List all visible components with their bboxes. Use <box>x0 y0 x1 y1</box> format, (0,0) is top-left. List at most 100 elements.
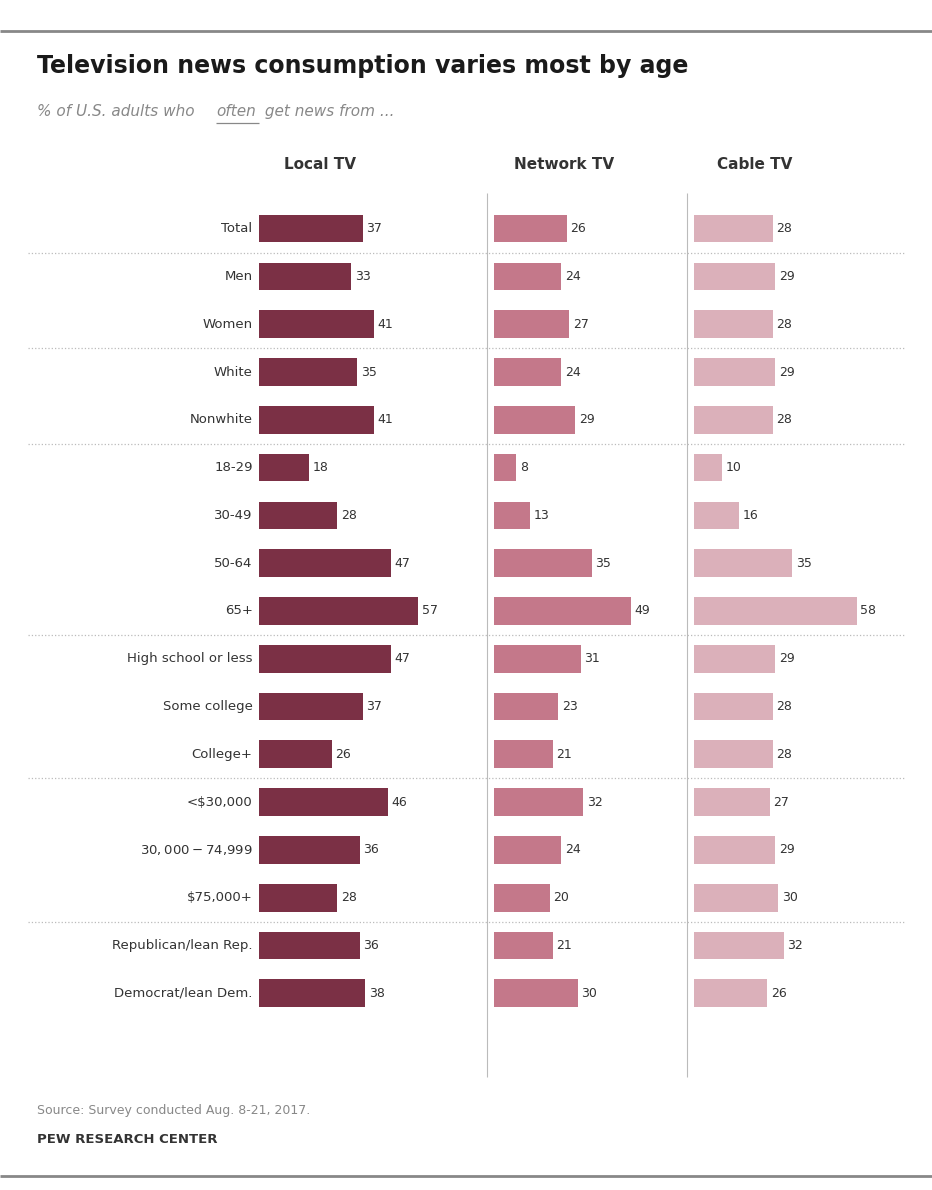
Text: 38: 38 <box>369 987 385 1000</box>
Bar <box>494 453 516 482</box>
Text: Men: Men <box>225 270 253 283</box>
Text: 32: 32 <box>587 796 603 809</box>
Text: 29: 29 <box>579 413 595 426</box>
Text: Republican/lean Rep.: Republican/lean Rep. <box>112 939 253 952</box>
Text: 26: 26 <box>336 747 351 760</box>
Bar <box>494 263 561 290</box>
Text: $75,000+: $75,000+ <box>186 891 253 904</box>
Text: 58: 58 <box>860 605 876 618</box>
Bar <box>259 453 309 482</box>
Text: 28: 28 <box>776 413 792 426</box>
Text: 30: 30 <box>782 891 798 904</box>
Text: 29: 29 <box>779 844 795 857</box>
Text: Network TV: Network TV <box>514 157 614 173</box>
Text: 21: 21 <box>556 939 572 952</box>
Text: 49: 49 <box>635 605 651 618</box>
Text: 27: 27 <box>573 318 589 331</box>
Text: 47: 47 <box>394 652 410 665</box>
Bar <box>694 214 773 243</box>
Bar <box>694 501 739 530</box>
Text: 27: 27 <box>774 796 789 809</box>
Bar <box>694 884 778 912</box>
Text: 21: 21 <box>556 747 572 760</box>
Text: 8: 8 <box>520 461 528 474</box>
Text: often: often <box>216 104 256 119</box>
Text: 46: 46 <box>391 796 407 809</box>
Bar <box>259 932 360 959</box>
Text: Local TV: Local TV <box>283 157 356 173</box>
Bar <box>259 979 365 1007</box>
Text: Television news consumption varies most by age: Television news consumption varies most … <box>37 54 689 77</box>
Text: 28: 28 <box>341 509 357 522</box>
Bar <box>494 645 581 672</box>
Text: 23: 23 <box>562 700 578 713</box>
Bar <box>494 979 578 1007</box>
Bar <box>494 837 561 864</box>
Bar <box>259 406 374 433</box>
Bar <box>259 740 332 769</box>
Bar <box>494 884 550 912</box>
Bar <box>494 311 569 338</box>
Text: 65+: 65+ <box>225 605 253 618</box>
Text: Total: Total <box>222 223 253 236</box>
Text: 50-64: 50-64 <box>214 557 253 570</box>
Bar <box>259 788 388 816</box>
Bar <box>694 979 767 1007</box>
Text: 35: 35 <box>361 365 377 378</box>
Text: 32: 32 <box>788 939 803 952</box>
Bar <box>494 932 553 959</box>
Text: Source: Survey conducted Aug. 8-21, 2017.: Source: Survey conducted Aug. 8-21, 2017… <box>37 1104 310 1117</box>
Text: 33: 33 <box>355 270 371 283</box>
Bar <box>694 311 773 338</box>
Text: 24: 24 <box>565 844 581 857</box>
Bar <box>259 358 357 386</box>
Bar <box>494 597 631 625</box>
Text: 28: 28 <box>776 700 792 713</box>
Bar <box>259 884 337 912</box>
Bar <box>259 645 391 672</box>
Text: 29: 29 <box>779 270 795 283</box>
Bar <box>259 311 374 338</box>
Text: 26: 26 <box>570 223 586 236</box>
Text: 35: 35 <box>796 557 812 570</box>
Bar <box>494 501 530 530</box>
Text: College+: College+ <box>192 747 253 760</box>
Text: 41: 41 <box>377 413 393 426</box>
Text: 57: 57 <box>422 605 438 618</box>
Bar <box>494 788 583 816</box>
Bar <box>494 214 567 243</box>
Bar <box>694 645 775 672</box>
Bar <box>259 214 363 243</box>
Bar <box>259 263 351 290</box>
Bar <box>494 406 575 433</box>
Text: Some college: Some college <box>163 700 253 713</box>
Text: 36: 36 <box>363 939 379 952</box>
Bar <box>694 406 773 433</box>
Text: 20: 20 <box>554 891 569 904</box>
Text: Nonwhite: Nonwhite <box>189 413 253 426</box>
Text: 10: 10 <box>726 461 742 474</box>
Text: 29: 29 <box>779 365 795 378</box>
Bar <box>259 837 360 864</box>
Text: PEW RESEARCH CENTER: PEW RESEARCH CENTER <box>37 1133 218 1146</box>
Bar <box>494 693 558 720</box>
Text: 13: 13 <box>534 509 550 522</box>
Text: 26: 26 <box>771 987 787 1000</box>
Bar <box>494 550 592 577</box>
Text: 29: 29 <box>779 652 795 665</box>
Text: % of U.S. adults who: % of U.S. adults who <box>37 104 199 119</box>
Bar <box>694 932 784 959</box>
Bar <box>694 550 792 577</box>
Bar <box>494 358 561 386</box>
Text: 18-29: 18-29 <box>214 461 253 474</box>
Text: get news from ...: get news from ... <box>260 104 394 119</box>
Text: 41: 41 <box>377 318 393 331</box>
Text: 16: 16 <box>743 509 759 522</box>
Text: <$30,000: <$30,000 <box>186 796 253 809</box>
Text: Women: Women <box>202 318 253 331</box>
Bar <box>259 501 337 530</box>
Text: 28: 28 <box>776 223 792 236</box>
Text: 31: 31 <box>584 652 600 665</box>
Text: 28: 28 <box>776 318 792 331</box>
Text: Democrat/lean Dem.: Democrat/lean Dem. <box>115 987 253 1000</box>
